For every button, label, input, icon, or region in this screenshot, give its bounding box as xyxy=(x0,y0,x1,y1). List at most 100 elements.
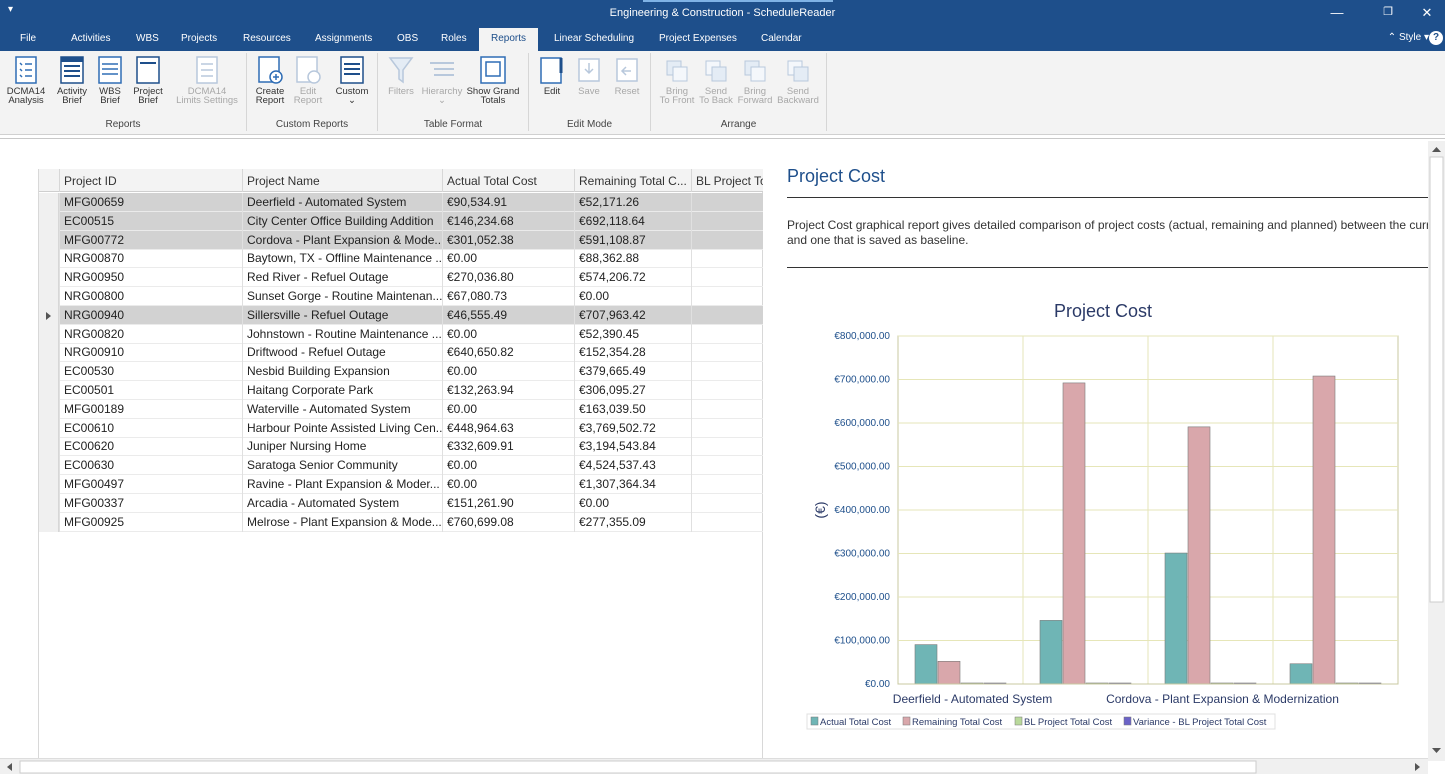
horizontal-scrollbar[interactable] xyxy=(0,758,1428,774)
tab-project-expenses[interactable]: Project Expenses xyxy=(659,33,737,44)
cell-project-name[interactable]: Sunset Gorge - Routine Maintenan... xyxy=(242,287,442,306)
cell-actual-total-cost[interactable]: €146,234.68 xyxy=(442,211,574,231)
cell-remaining-total-cost[interactable]: €0.00 xyxy=(574,287,691,306)
cell-bl-project-total[interactable] xyxy=(691,381,763,400)
cell-remaining-total-cost[interactable]: €52,390.45 xyxy=(574,324,691,344)
table-row[interactable]: EC00610 Harbour Pointe Assisted Living Ce… xyxy=(39,418,763,438)
cell-remaining-total-cost[interactable]: €3,194,543.84 xyxy=(574,437,691,457)
cell-project-name[interactable]: Cordova - Plant Expansion & Mode... xyxy=(242,230,442,250)
cell-bl-project-total[interactable] xyxy=(691,343,763,363)
tab-projects[interactable]: Projects xyxy=(181,33,218,44)
hierarchy-button[interactable]: Hierarchy ⌄ xyxy=(420,55,464,105)
cell-project-name[interactable]: Harbour Pointe Assisted Living Cen... xyxy=(242,418,442,438)
tab-reports[interactable]: Reports xyxy=(479,28,539,51)
cell-actual-total-cost[interactable]: €301,052.38 xyxy=(442,230,574,250)
cell-project-id[interactable]: MFG00497 xyxy=(59,475,242,494)
cell-remaining-total-cost[interactable]: €277,355.09 xyxy=(574,512,691,532)
cell-remaining-total-cost[interactable]: €574,206.72 xyxy=(574,268,691,288)
column-header-bl-project-total[interactable]: BL Project To xyxy=(691,169,763,192)
column-header-project-name[interactable]: Project Name xyxy=(242,169,442,192)
cell-bl-project-total[interactable] xyxy=(691,418,763,438)
row-header[interactable] xyxy=(39,456,59,476)
project-brief-button[interactable]: Project Brief xyxy=(131,55,165,105)
cell-bl-project-total[interactable] xyxy=(691,324,763,344)
cell-project-name[interactable]: Johnstown - Routine Maintenance ... xyxy=(242,324,442,344)
cell-remaining-total-cost[interactable]: €4,524,537.43 xyxy=(574,456,691,476)
table-row[interactable]: EC00620 Juniper Nursing Home €332,609.91 €3… xyxy=(39,437,763,457)
cell-project-name[interactable]: Saratoga Senior Community xyxy=(242,456,442,476)
cell-project-name[interactable]: Nesbid Building Expansion xyxy=(242,362,442,382)
cell-project-name[interactable]: Ravine - Plant Expansion & Moder... xyxy=(242,475,442,494)
table-row[interactable]: NRG00800 Sunset Gorge - Routine Maintenan… xyxy=(39,287,763,306)
cell-actual-total-cost[interactable]: €760,699.08 xyxy=(442,512,574,532)
cell-project-name[interactable]: Juniper Nursing Home xyxy=(242,437,442,457)
save-button[interactable]: Save xyxy=(573,55,605,96)
cell-project-id[interactable]: MFG00659 xyxy=(59,193,242,212)
row-header[interactable] xyxy=(39,475,59,494)
cell-project-id[interactable]: EC00501 xyxy=(59,381,242,400)
cell-project-name[interactable]: Red River - Refuel Outage xyxy=(242,268,442,288)
cell-actual-total-cost[interactable]: €0.00 xyxy=(442,324,574,344)
cell-project-id[interactable]: MFG00189 xyxy=(59,399,242,419)
cell-bl-project-total[interactable] xyxy=(691,399,763,419)
cell-project-id[interactable]: NRG00870 xyxy=(59,249,242,269)
cell-actual-total-cost[interactable]: €0.00 xyxy=(442,249,574,269)
tab-linear-scheduling[interactable]: Linear Scheduling xyxy=(554,33,635,44)
cell-remaining-total-cost[interactable]: €88,362.88 xyxy=(574,249,691,269)
cell-actual-total-cost[interactable]: €332,609.91 xyxy=(442,437,574,457)
cell-project-id[interactable]: NRG00940 xyxy=(59,305,242,325)
cell-project-id[interactable]: NRG00800 xyxy=(59,287,242,306)
row-header[interactable] xyxy=(39,268,59,288)
send-backward-button[interactable]: Send Backward xyxy=(776,55,820,105)
cell-project-id[interactable]: NRG00950 xyxy=(59,268,242,288)
cell-project-id[interactable]: NRG00910 xyxy=(59,343,242,363)
cell-project-id[interactable]: EC00515 xyxy=(59,211,242,231)
cell-actual-total-cost[interactable]: €0.00 xyxy=(442,399,574,419)
cell-project-id[interactable]: MFG00337 xyxy=(59,493,242,513)
cell-remaining-total-cost[interactable]: €707,963.42 xyxy=(574,305,691,325)
cell-project-name[interactable]: Waterville - Automated System xyxy=(242,399,442,419)
send-to-back-button[interactable]: Send To Back xyxy=(697,55,735,105)
cell-bl-project-total[interactable] xyxy=(691,493,763,513)
table-row[interactable]: NRG00910 Driftwood - Refuel Outage €640,65… xyxy=(39,343,763,363)
cell-actual-total-cost[interactable]: €90,534.91 xyxy=(442,193,574,212)
row-header[interactable] xyxy=(39,249,59,269)
cell-remaining-total-cost[interactable]: €379,665.49 xyxy=(574,362,691,382)
cell-remaining-total-cost[interactable]: €306,095.27 xyxy=(574,381,691,400)
cell-remaining-total-cost[interactable]: €1,307,364.34 xyxy=(574,475,691,494)
create-report-button[interactable]: Create Report xyxy=(252,55,288,105)
tab-roles[interactable]: Roles xyxy=(441,33,467,44)
row-header[interactable] xyxy=(39,493,59,513)
row-header[interactable] xyxy=(39,324,59,344)
show-grand-totals-button[interactable]: Show Grand Totals xyxy=(466,55,520,105)
row-header[interactable] xyxy=(39,399,59,419)
cell-bl-project-total[interactable] xyxy=(691,437,763,457)
cell-project-id[interactable]: NRG00820 xyxy=(59,324,242,344)
bring-to-front-button[interactable]: Bring To Front xyxy=(657,55,697,105)
custom-reports-dropdown[interactable]: Custom ⌄ xyxy=(333,55,371,105)
cell-bl-project-total[interactable] xyxy=(691,193,763,212)
cell-project-id[interactable]: EC00530 xyxy=(59,362,242,382)
filters-button[interactable]: Filters xyxy=(384,55,418,96)
edit-report-button[interactable]: Edit Report xyxy=(290,55,326,105)
cell-actual-total-cost[interactable]: €0.00 xyxy=(442,475,574,494)
table-row[interactable]: NRG00870 Baytown, TX - Offline Maintenanc… xyxy=(39,249,763,269)
cell-actual-total-cost[interactable]: €640,650.82 xyxy=(442,343,574,363)
row-header[interactable] xyxy=(39,437,59,457)
minimize-icon[interactable]: — xyxy=(1330,5,1344,20)
cell-project-id[interactable]: EC00630 xyxy=(59,456,242,476)
column-header-project-id[interactable]: Project ID xyxy=(59,169,242,192)
cell-bl-project-total[interactable] xyxy=(691,249,763,269)
quick-access-dropdown-icon[interactable]: ▾ xyxy=(8,4,14,15)
close-icon[interactable]: ✕ xyxy=(1421,5,1433,20)
row-header[interactable] xyxy=(39,343,59,363)
cell-project-id[interactable]: EC00610 xyxy=(59,418,242,438)
tab-resources[interactable]: Resources xyxy=(243,33,291,44)
cell-actual-total-cost[interactable]: €46,555.49 xyxy=(442,305,574,325)
column-header-actual-total-cost[interactable]: Actual Total Cost xyxy=(442,169,574,192)
table-row[interactable]: EC00530 Nesbid Building Expansion €0.00 €37… xyxy=(39,362,763,382)
table-row[interactable]: MFG00189 Waterville - Automated System €0.… xyxy=(39,399,763,419)
cell-project-name[interactable]: Haitang Corporate Park xyxy=(242,381,442,400)
table-row[interactable]: NRG00820 Johnstown - Routine Maintenance … xyxy=(39,324,763,344)
activity-brief-button[interactable]: Activity Brief xyxy=(55,55,89,105)
